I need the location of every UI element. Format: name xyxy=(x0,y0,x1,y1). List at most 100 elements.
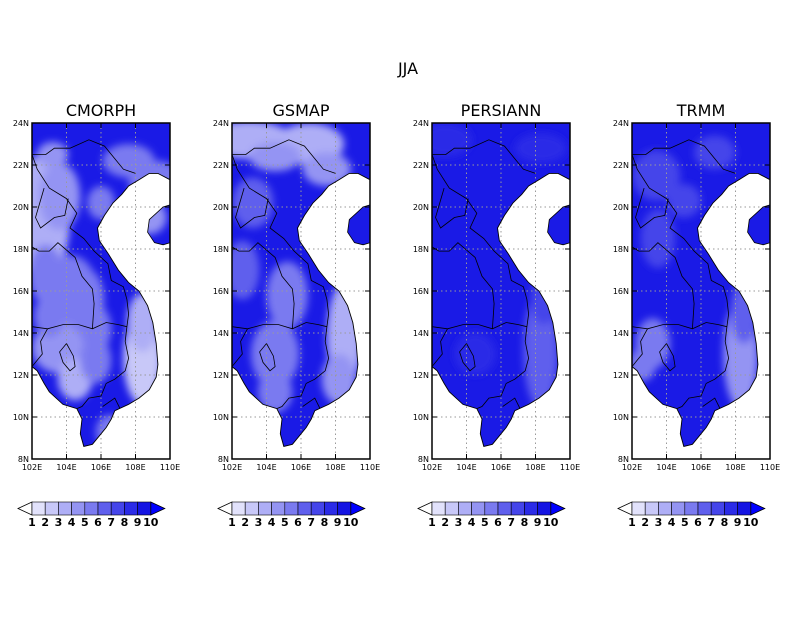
colorbar-label: 2 xyxy=(441,516,449,529)
rainfall-region xyxy=(694,135,736,170)
colorbar-box xyxy=(671,501,686,516)
lat-tick-label: 18N xyxy=(213,245,229,254)
hainan-coastline xyxy=(547,204,571,246)
country-border xyxy=(259,343,276,372)
colorbar-label: 7 xyxy=(107,516,115,529)
lat-tick-label: 12N xyxy=(213,371,229,380)
country-border xyxy=(76,326,130,409)
grid-lines xyxy=(232,123,370,459)
lat-tick-label: 8N xyxy=(218,455,229,464)
lon-tick-label: 108E xyxy=(725,463,745,472)
lat-tick-label: 22N xyxy=(613,161,629,170)
rainfall-region xyxy=(302,152,351,186)
colorbar-box xyxy=(324,501,338,516)
lat-tick-label: 14N xyxy=(413,329,429,338)
lat-tick-label: 10N xyxy=(213,413,229,422)
colorbar-label: 8 xyxy=(321,516,329,529)
colorbar-label: 6 xyxy=(94,516,102,529)
country-border xyxy=(635,187,669,229)
rainfall-region xyxy=(266,261,308,329)
colorbar-cmorph: 1 2 3 4 5 6 7 8 9 10 xyxy=(17,501,166,529)
country-border xyxy=(659,343,676,372)
colorbar-box xyxy=(458,501,472,516)
coastline xyxy=(431,122,571,447)
colorbar-label: 10 xyxy=(343,516,359,529)
country-border xyxy=(702,397,721,409)
colorbar-label: 10 xyxy=(543,516,559,529)
lat-tick-label: 12N xyxy=(613,371,629,380)
colorbar-label: 5 xyxy=(81,516,89,529)
panel-title: CMORPH xyxy=(66,101,136,120)
colorbar-box xyxy=(431,501,446,516)
country-border xyxy=(435,187,469,229)
colorbar-box xyxy=(337,501,352,516)
rainfall-region xyxy=(251,320,300,388)
lat-tick-label: 12N xyxy=(413,371,429,380)
colorbar-label: 3 xyxy=(655,516,663,529)
colorbar-label: 9 xyxy=(134,516,142,529)
colorbar-label: 1 xyxy=(28,516,36,529)
colorbar-label: 7 xyxy=(707,516,715,529)
colorbar-box xyxy=(724,501,738,516)
rainfall-region xyxy=(33,295,65,338)
rainfall-region xyxy=(514,133,567,163)
colorbar-label: 3 xyxy=(55,516,63,529)
rainfall-region xyxy=(232,240,260,300)
rainfall-region xyxy=(257,370,293,413)
colorbar-box xyxy=(97,501,112,516)
country-border xyxy=(31,322,127,330)
colorbar-box xyxy=(124,501,138,516)
lat-tick-label: 20N xyxy=(413,203,429,212)
lat-tick-label: 22N xyxy=(13,161,29,170)
hainan-coastline xyxy=(147,204,171,246)
country-border xyxy=(676,326,730,409)
rainfall-region xyxy=(102,144,155,178)
colorbar-label: 6 xyxy=(294,516,302,529)
lon-tick-label: 102E xyxy=(222,463,242,472)
colorbar-label: 10 xyxy=(743,516,759,529)
rainfall-region xyxy=(95,414,124,447)
colorbar-box xyxy=(137,501,152,516)
lon-tick-label: 108E xyxy=(325,463,345,472)
panel-title: GSMAP xyxy=(273,101,330,120)
colorbar-box xyxy=(444,501,459,516)
colorbar-label: 4 xyxy=(468,516,476,529)
rainfall-region xyxy=(249,141,301,172)
country-border xyxy=(431,328,448,367)
country-border xyxy=(632,139,736,174)
country-border xyxy=(502,397,521,409)
colorbar-over-arrow xyxy=(150,501,166,516)
colorbar-label: 9 xyxy=(334,516,342,529)
colorbar-box xyxy=(510,501,525,516)
coastline xyxy=(31,122,171,447)
lat-tick-label: 20N xyxy=(613,203,629,212)
lat-tick-label: 10N xyxy=(13,413,29,422)
country-border xyxy=(302,397,321,409)
colorbar-label: 6 xyxy=(694,516,702,529)
lat-tick-label: 10N xyxy=(613,413,629,422)
country-border xyxy=(432,139,536,174)
colorbar-label: 4 xyxy=(268,516,276,529)
hainan-coastline xyxy=(747,204,771,246)
colorbar-under-arrow xyxy=(417,501,433,516)
lon-tick-label: 104E xyxy=(656,463,676,472)
lat-tick-label: 8N xyxy=(618,455,629,464)
country-border xyxy=(631,322,727,330)
colorbar-label: 8 xyxy=(121,516,129,529)
lat-tick-label: 16N xyxy=(213,287,229,296)
grid-lines xyxy=(632,123,770,459)
lon-tick-label: 108E xyxy=(525,463,545,472)
lat-tick-label: 16N xyxy=(413,287,429,296)
colorbar-box xyxy=(684,501,699,516)
country-border xyxy=(31,242,95,329)
lat-tick-label: 20N xyxy=(213,203,229,212)
country-border xyxy=(631,328,648,367)
colorbar-label: 1 xyxy=(628,516,636,529)
lat-tick-label: 18N xyxy=(413,245,429,254)
colorbar-box xyxy=(524,501,538,516)
country-border xyxy=(231,154,330,327)
lon-tick-label: 110E xyxy=(560,463,580,472)
colorbar-box xyxy=(484,501,499,516)
lon-tick-label: 110E xyxy=(160,463,180,472)
